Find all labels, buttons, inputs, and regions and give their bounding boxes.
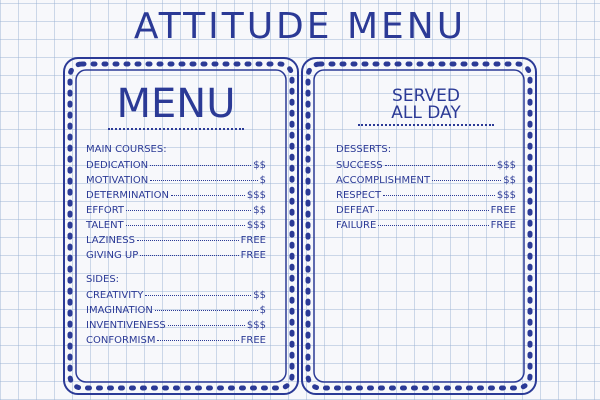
heading-rule (108, 128, 244, 130)
menu-content: MAIN COURSES: DEDICATION $$ MOTIVATION $ DETE… (86, 144, 266, 350)
section-title: MAIN COURSES: (86, 144, 167, 155)
dot-leader (145, 295, 252, 296)
item-name: FAILURE (336, 220, 377, 231)
item-name: LAZINESS (86, 235, 135, 246)
menu-item: TALENT $$$ (86, 220, 266, 235)
item-name: DEDICATION (86, 160, 149, 171)
dot-leader (125, 225, 245, 226)
menu-content: DESSERTS: SUCCESS $$$ ACCOMPLISHMENT $$ RESPE… (336, 144, 516, 235)
menu-item: CREATIVITY $$ (86, 290, 266, 305)
menu-item: CONFORMISM FREE (86, 335, 266, 350)
menu-item: SUCCESS $$$ (336, 160, 516, 175)
dot-leader (150, 180, 258, 181)
item-name: EFFORT (86, 205, 125, 216)
menu-item: INVENTIVENESS $$$ (86, 320, 266, 335)
item-price: FREE (240, 235, 266, 246)
menu-item: MOTIVATION $ (86, 175, 266, 190)
dot-leader (384, 165, 495, 166)
item-price: FREE (240, 335, 266, 346)
menu-item: IMAGINATION $ (86, 305, 266, 320)
item-price: FREE (490, 205, 516, 216)
item-name: CREATIVITY (86, 290, 144, 301)
heading-line: MENU (116, 81, 236, 127)
item-price: $$ (503, 175, 516, 186)
menu-item: FAILURE FREE (336, 220, 516, 235)
dot-leader (150, 165, 252, 166)
dot-leader (378, 225, 489, 226)
page-title: ATTITUDE MENU (133, 6, 467, 47)
item-price: $$$ (496, 160, 516, 171)
item-price: $$$ (496, 190, 516, 201)
dot-leader (383, 195, 495, 196)
dot-leader (170, 195, 245, 196)
item-price: $$ (253, 290, 266, 301)
dot-leader (154, 310, 258, 311)
menu-item: DETERMINATION $$$ (86, 190, 266, 205)
item-name: DEFEAT (336, 205, 375, 216)
panel-heading: SERVED ALL DAY (336, 88, 516, 122)
item-price: $$ (253, 205, 266, 216)
heading-line: SERVED (392, 86, 460, 106)
item-name: CONFORMISM (86, 335, 156, 346)
item-price: $$ (253, 160, 266, 171)
menu-item: ACCOMPLISHMENT $$ (336, 175, 516, 190)
item-price: FREE (240, 250, 266, 261)
item-name: ACCOMPLISHMENT (336, 175, 431, 186)
section-title: SIDES: (86, 274, 120, 285)
item-name: MOTIVATION (86, 175, 149, 186)
item-price: $$$ (246, 320, 266, 331)
dot-leader (167, 325, 245, 326)
menu-item: LAZINESS FREE (86, 235, 266, 250)
menu-item: DEFEAT FREE (336, 205, 516, 220)
menu-item: EFFORT $$ (86, 205, 266, 220)
item-name: RESPECT (336, 190, 382, 201)
item-price: $ (259, 175, 266, 186)
dot-leader (140, 255, 239, 256)
heading-line: ALL DAY (391, 103, 461, 123)
dot-leader (136, 240, 239, 241)
dot-leader (126, 210, 252, 211)
item-name: SUCCESS (336, 160, 383, 171)
item-name: TALENT (86, 220, 124, 231)
dot-leader (376, 210, 489, 211)
item-name: DETERMINATION (86, 190, 169, 201)
menu-item: GIVING UP FREE (86, 250, 266, 265)
item-name: GIVING UP (86, 250, 139, 261)
item-name: IMAGINATION (86, 305, 153, 316)
item-name: INVENTIVENESS (86, 320, 166, 331)
item-price: $$$ (246, 220, 266, 231)
dot-leader (432, 180, 502, 181)
item-price: $$$ (246, 190, 266, 201)
dot-leader (157, 340, 239, 341)
menu-item: RESPECT $$$ (336, 190, 516, 205)
panel-heading: MENU (86, 84, 266, 124)
item-price: FREE (490, 220, 516, 231)
menu-item: DEDICATION $$ (86, 160, 266, 175)
heading-rule (358, 124, 494, 126)
section-title: DESSERTS: (336, 144, 392, 155)
item-price: $ (259, 305, 266, 316)
